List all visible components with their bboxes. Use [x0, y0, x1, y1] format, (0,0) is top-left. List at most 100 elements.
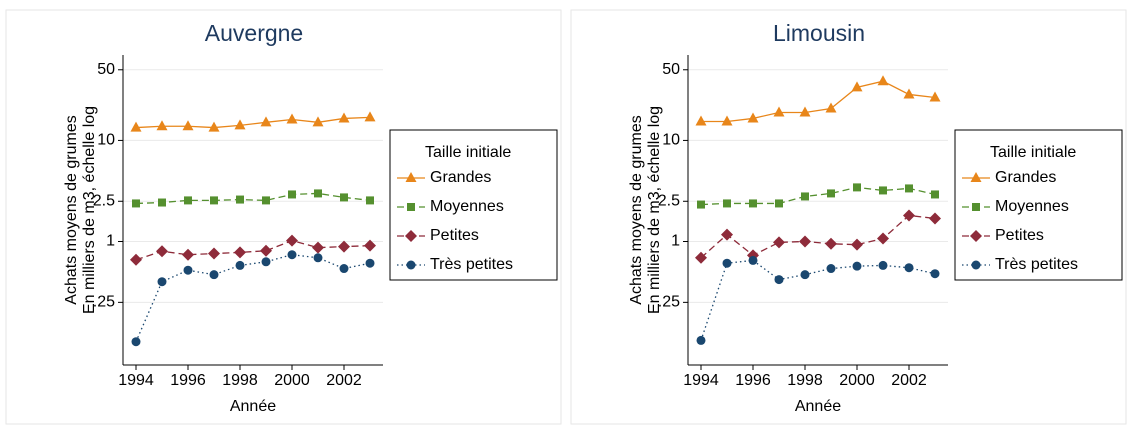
point	[287, 250, 297, 260]
point	[182, 248, 194, 261]
point	[852, 261, 862, 271]
point	[800, 270, 810, 280]
series-line	[135, 239, 371, 261]
point	[262, 196, 270, 205]
point	[773, 106, 785, 117]
x-tick-label: 1998	[222, 372, 258, 389]
point	[312, 116, 324, 127]
point	[260, 116, 272, 127]
legend-marker	[972, 203, 980, 211]
legend-title: Taille initiale	[425, 144, 511, 161]
series-line	[700, 214, 936, 259]
point	[826, 264, 836, 274]
legend-label: Grandes	[430, 169, 491, 186]
legend-label: Très petites	[430, 256, 513, 273]
point	[156, 245, 168, 258]
point	[234, 119, 246, 130]
point	[773, 236, 785, 249]
x-tick-label: 1996	[735, 372, 771, 389]
point	[904, 263, 914, 273]
point	[775, 199, 783, 208]
y-axis-label: En milliers de m3, échelle log	[646, 106, 663, 314]
y-tick-label: .25	[658, 294, 680, 311]
point	[130, 253, 142, 266]
legend-box	[389, 129, 558, 281]
x-tick-label: 1994	[683, 372, 719, 389]
point	[929, 91, 941, 102]
point	[261, 257, 271, 267]
point	[696, 335, 706, 345]
point	[313, 253, 323, 263]
point	[338, 112, 350, 123]
point	[825, 102, 837, 113]
y-tick-label: 10	[662, 132, 680, 149]
point	[340, 193, 348, 202]
point	[931, 190, 939, 199]
point	[929, 212, 941, 225]
point	[697, 200, 705, 209]
legend-marker	[405, 230, 417, 242]
x-tick-label: 2002	[891, 372, 927, 389]
point	[903, 88, 915, 99]
point	[208, 121, 220, 132]
point	[695, 251, 707, 264]
series-line	[135, 192, 371, 205]
point	[210, 196, 218, 205]
point	[184, 196, 192, 205]
point	[877, 75, 889, 86]
x-axis-label: Année	[230, 398, 276, 415]
y-tick-label: 10	[97, 132, 115, 149]
y-axis-label: Achats moyens de grumes	[628, 115, 645, 304]
x-tick-label: 2000	[274, 372, 310, 389]
chart-title: Auvergne	[205, 20, 303, 46]
point	[183, 265, 193, 275]
point	[723, 199, 731, 208]
point	[338, 240, 350, 253]
legend-label: Moyennes	[995, 198, 1069, 215]
point	[288, 190, 296, 199]
legend-label: Très petites	[995, 256, 1078, 273]
series-line	[701, 80, 936, 123]
point	[208, 247, 220, 260]
x-axis-label: Année	[795, 398, 841, 415]
series-line	[700, 186, 936, 206]
legend-label: Moyennes	[430, 198, 504, 215]
point	[851, 81, 863, 92]
point	[877, 232, 889, 245]
point	[364, 239, 376, 252]
point	[853, 183, 861, 192]
point	[234, 246, 246, 259]
point	[878, 260, 888, 270]
point	[286, 113, 298, 124]
point	[339, 264, 349, 274]
x-tick-label: 2002	[326, 372, 362, 389]
legend-marker	[407, 203, 415, 211]
point	[314, 189, 322, 198]
series-line	[700, 259, 936, 341]
x-tick-label: 1998	[787, 372, 823, 389]
x-tick-label: 1996	[170, 372, 206, 389]
point	[157, 277, 167, 287]
point	[260, 244, 272, 257]
point	[721, 228, 733, 241]
y-tick-label: 1	[106, 233, 115, 250]
point	[722, 258, 732, 268]
point	[236, 195, 244, 204]
legend-marker	[970, 230, 982, 242]
y-tick-label: 50	[97, 61, 115, 78]
y-axis-label: Achats moyens de grumes	[63, 115, 80, 304]
point	[286, 234, 298, 247]
y-tick-label: 1	[671, 233, 680, 250]
point	[774, 275, 784, 285]
legend-marker	[406, 260, 416, 270]
point	[721, 115, 733, 126]
point	[158, 198, 166, 207]
legend-label: Grandes	[995, 169, 1056, 186]
point	[235, 260, 245, 270]
point	[825, 237, 837, 250]
point	[827, 189, 835, 198]
point	[364, 111, 376, 122]
point	[312, 241, 324, 254]
y-tick-label: 2.5	[658, 192, 680, 209]
